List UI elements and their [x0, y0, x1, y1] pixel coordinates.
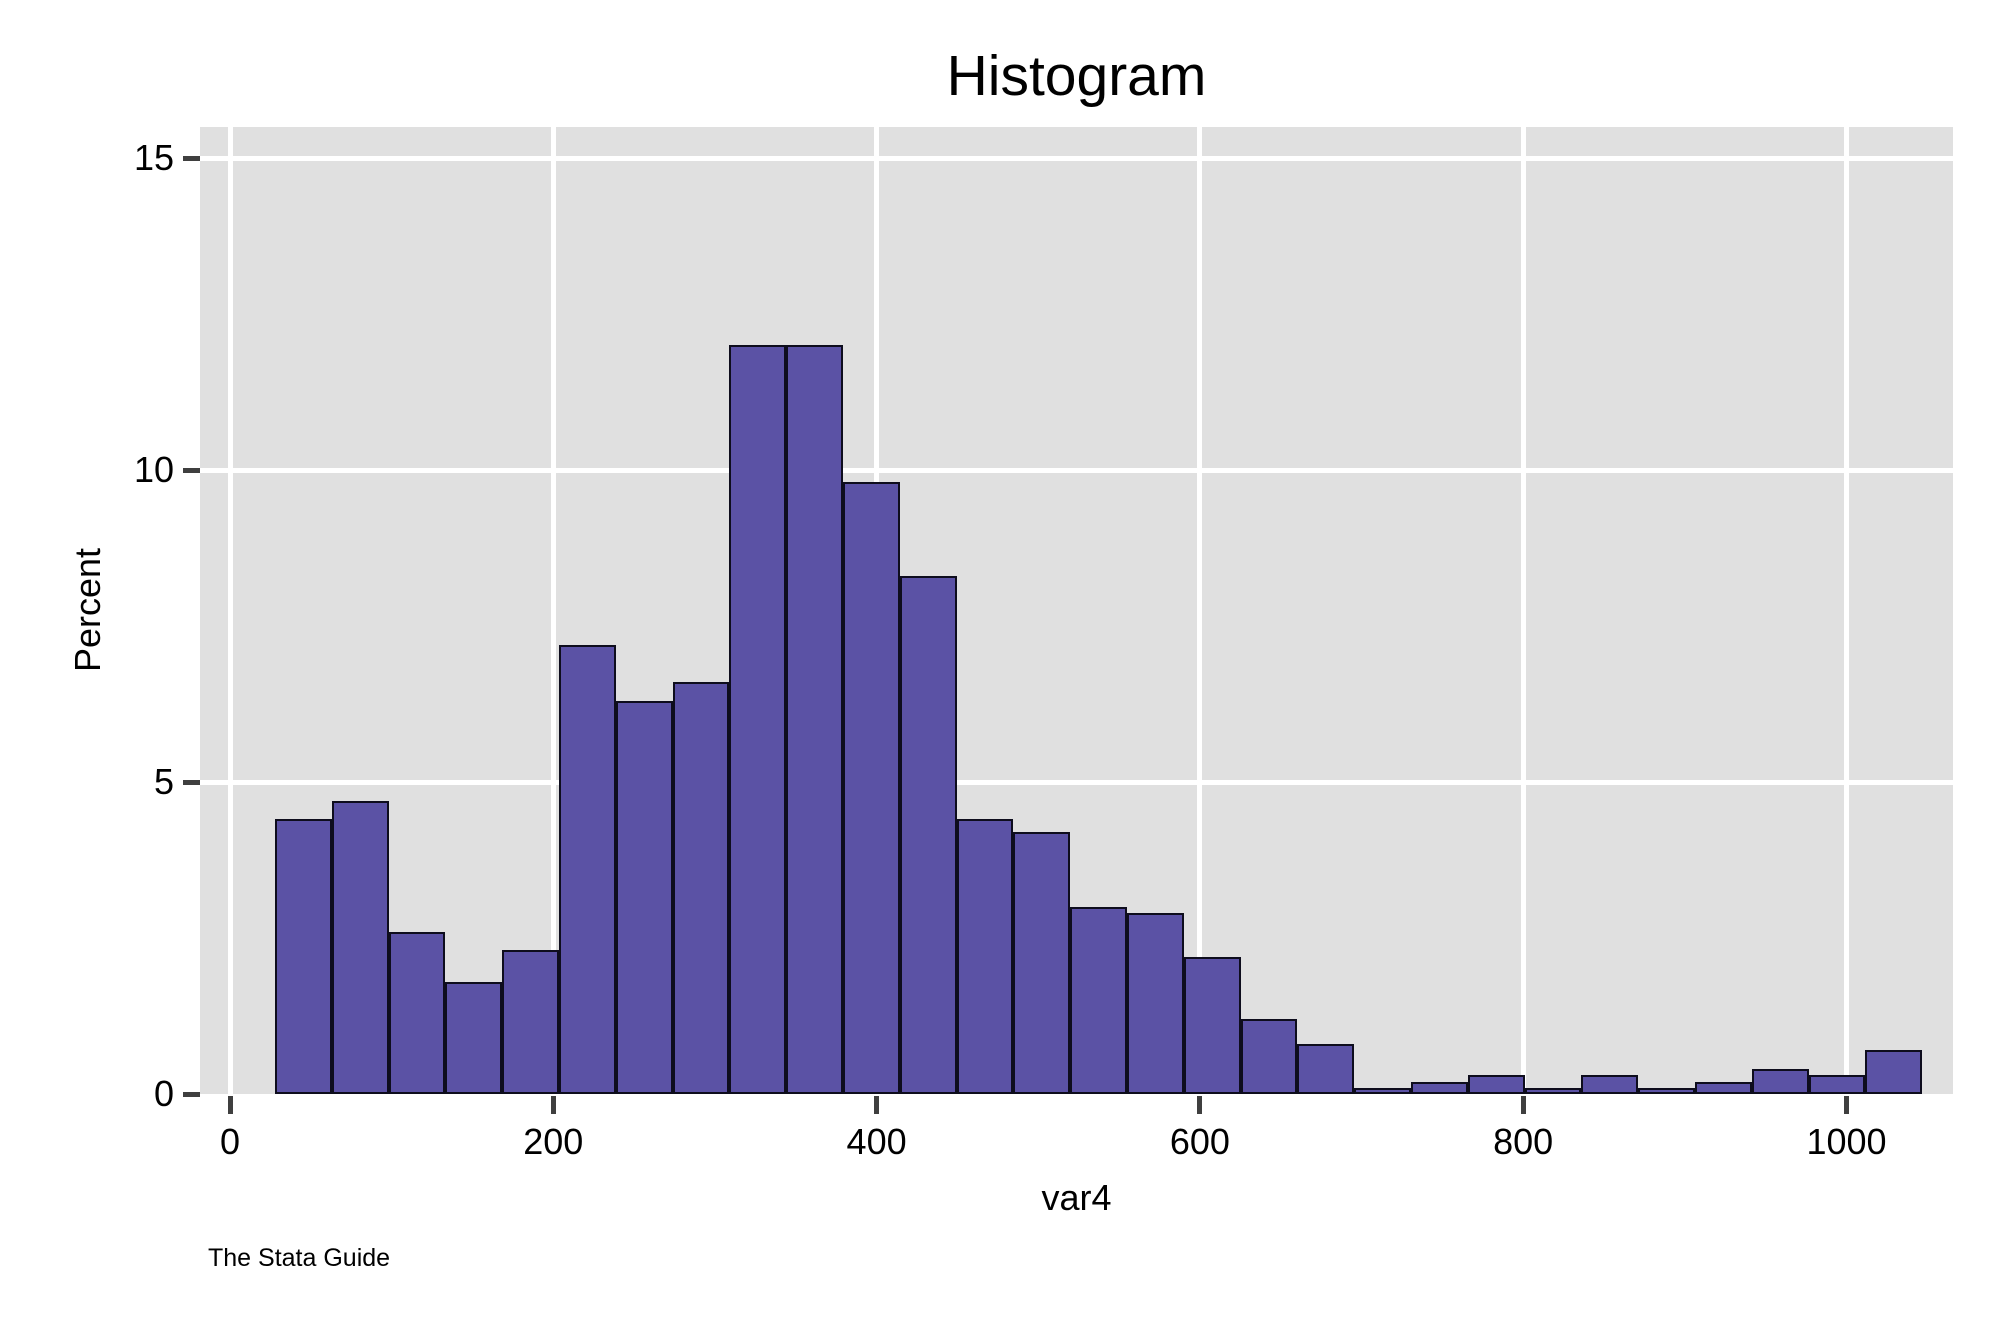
y-tick-label-10: 10 — [133, 449, 174, 490]
x-axis-label: var4 — [1041, 1177, 1112, 1218]
gridline-y-5 — [200, 779, 1953, 785]
x-tick-800 — [1520, 1096, 1526, 1114]
y-tick-0 — [183, 1091, 200, 1097]
y-tick-5 — [183, 779, 200, 785]
y-tick-10 — [183, 467, 200, 473]
plot-area — [200, 127, 1953, 1094]
gridline-x-0 — [227, 127, 233, 1094]
gridline-x-200 — [550, 127, 556, 1094]
histogram-bar-21 — [1411, 1081, 1468, 1094]
histogram-bar-27 — [1751, 1069, 1809, 1094]
gridline-x-1000 — [1844, 127, 1849, 1094]
histogram-bar-17 — [1183, 956, 1241, 1094]
histogram-bar-12 — [899, 576, 957, 1094]
histogram-bar-16 — [1126, 913, 1184, 1094]
histogram-bar-24 — [1581, 1075, 1639, 1094]
chart-title: Histogram — [946, 44, 1207, 108]
histogram-bar-28 — [1808, 1075, 1866, 1094]
y-tick-15 — [183, 155, 200, 161]
gridline-x-600 — [1197, 127, 1203, 1094]
y-tick-label-0: 0 — [153, 1073, 174, 1114]
histogram-bar-29 — [1865, 1050, 1923, 1094]
histogram-bar-20 — [1354, 1087, 1411, 1094]
gridline-y-10 — [200, 467, 1953, 473]
x-tick-1000 — [1844, 1096, 1849, 1114]
x-tick-label-1000: 1000 — [1806, 1121, 1887, 1162]
histogram-bar-4 — [445, 981, 503, 1094]
y-axis-label: Percent — [67, 547, 108, 673]
histogram-bar-7 — [615, 700, 673, 1094]
histogram-bar-8 — [672, 682, 730, 1094]
x-tick-label-0: 0 — [219, 1121, 241, 1162]
y-tick-label-15: 15 — [133, 137, 174, 178]
histogram-bar-23 — [1524, 1087, 1582, 1094]
histogram-bar-9 — [729, 345, 787, 1094]
gridline-y-15 — [200, 155, 1953, 161]
x-tick-label-200: 200 — [523, 1121, 584, 1162]
x-tick-label-400: 400 — [846, 1121, 907, 1162]
histogram-bar-14 — [1013, 831, 1071, 1094]
histogram-bar-10 — [786, 345, 843, 1094]
x-tick-200 — [550, 1096, 556, 1114]
x-tick-400 — [874, 1096, 880, 1114]
histogram-bar-26 — [1695, 1081, 1752, 1094]
histogram-bar-1 — [274, 819, 332, 1094]
histogram-bar-25 — [1638, 1087, 1696, 1094]
histogram-bar-22 — [1467, 1075, 1525, 1094]
histogram-bar-15 — [1070, 906, 1127, 1094]
y-tick-label-5: 5 — [153, 761, 174, 802]
x-tick-label-600: 600 — [1169, 1121, 1230, 1162]
x-tick-600 — [1197, 1096, 1203, 1114]
source-note: The Stata Guide — [208, 1244, 391, 1272]
histogram-bar-2 — [331, 800, 389, 1094]
histogram-bar-6 — [558, 644, 616, 1094]
x-tick-label-800: 800 — [1493, 1121, 1554, 1162]
histogram-bar-13 — [956, 819, 1014, 1094]
histogram-bar-11 — [842, 482, 900, 1094]
gridline-x-800 — [1520, 127, 1526, 1094]
histogram-bar-19 — [1297, 1044, 1355, 1094]
histogram-bar-18 — [1240, 1019, 1298, 1094]
histogram-bar-5 — [502, 950, 559, 1094]
x-tick-0 — [227, 1096, 233, 1114]
histogram-bar-3 — [388, 931, 446, 1094]
